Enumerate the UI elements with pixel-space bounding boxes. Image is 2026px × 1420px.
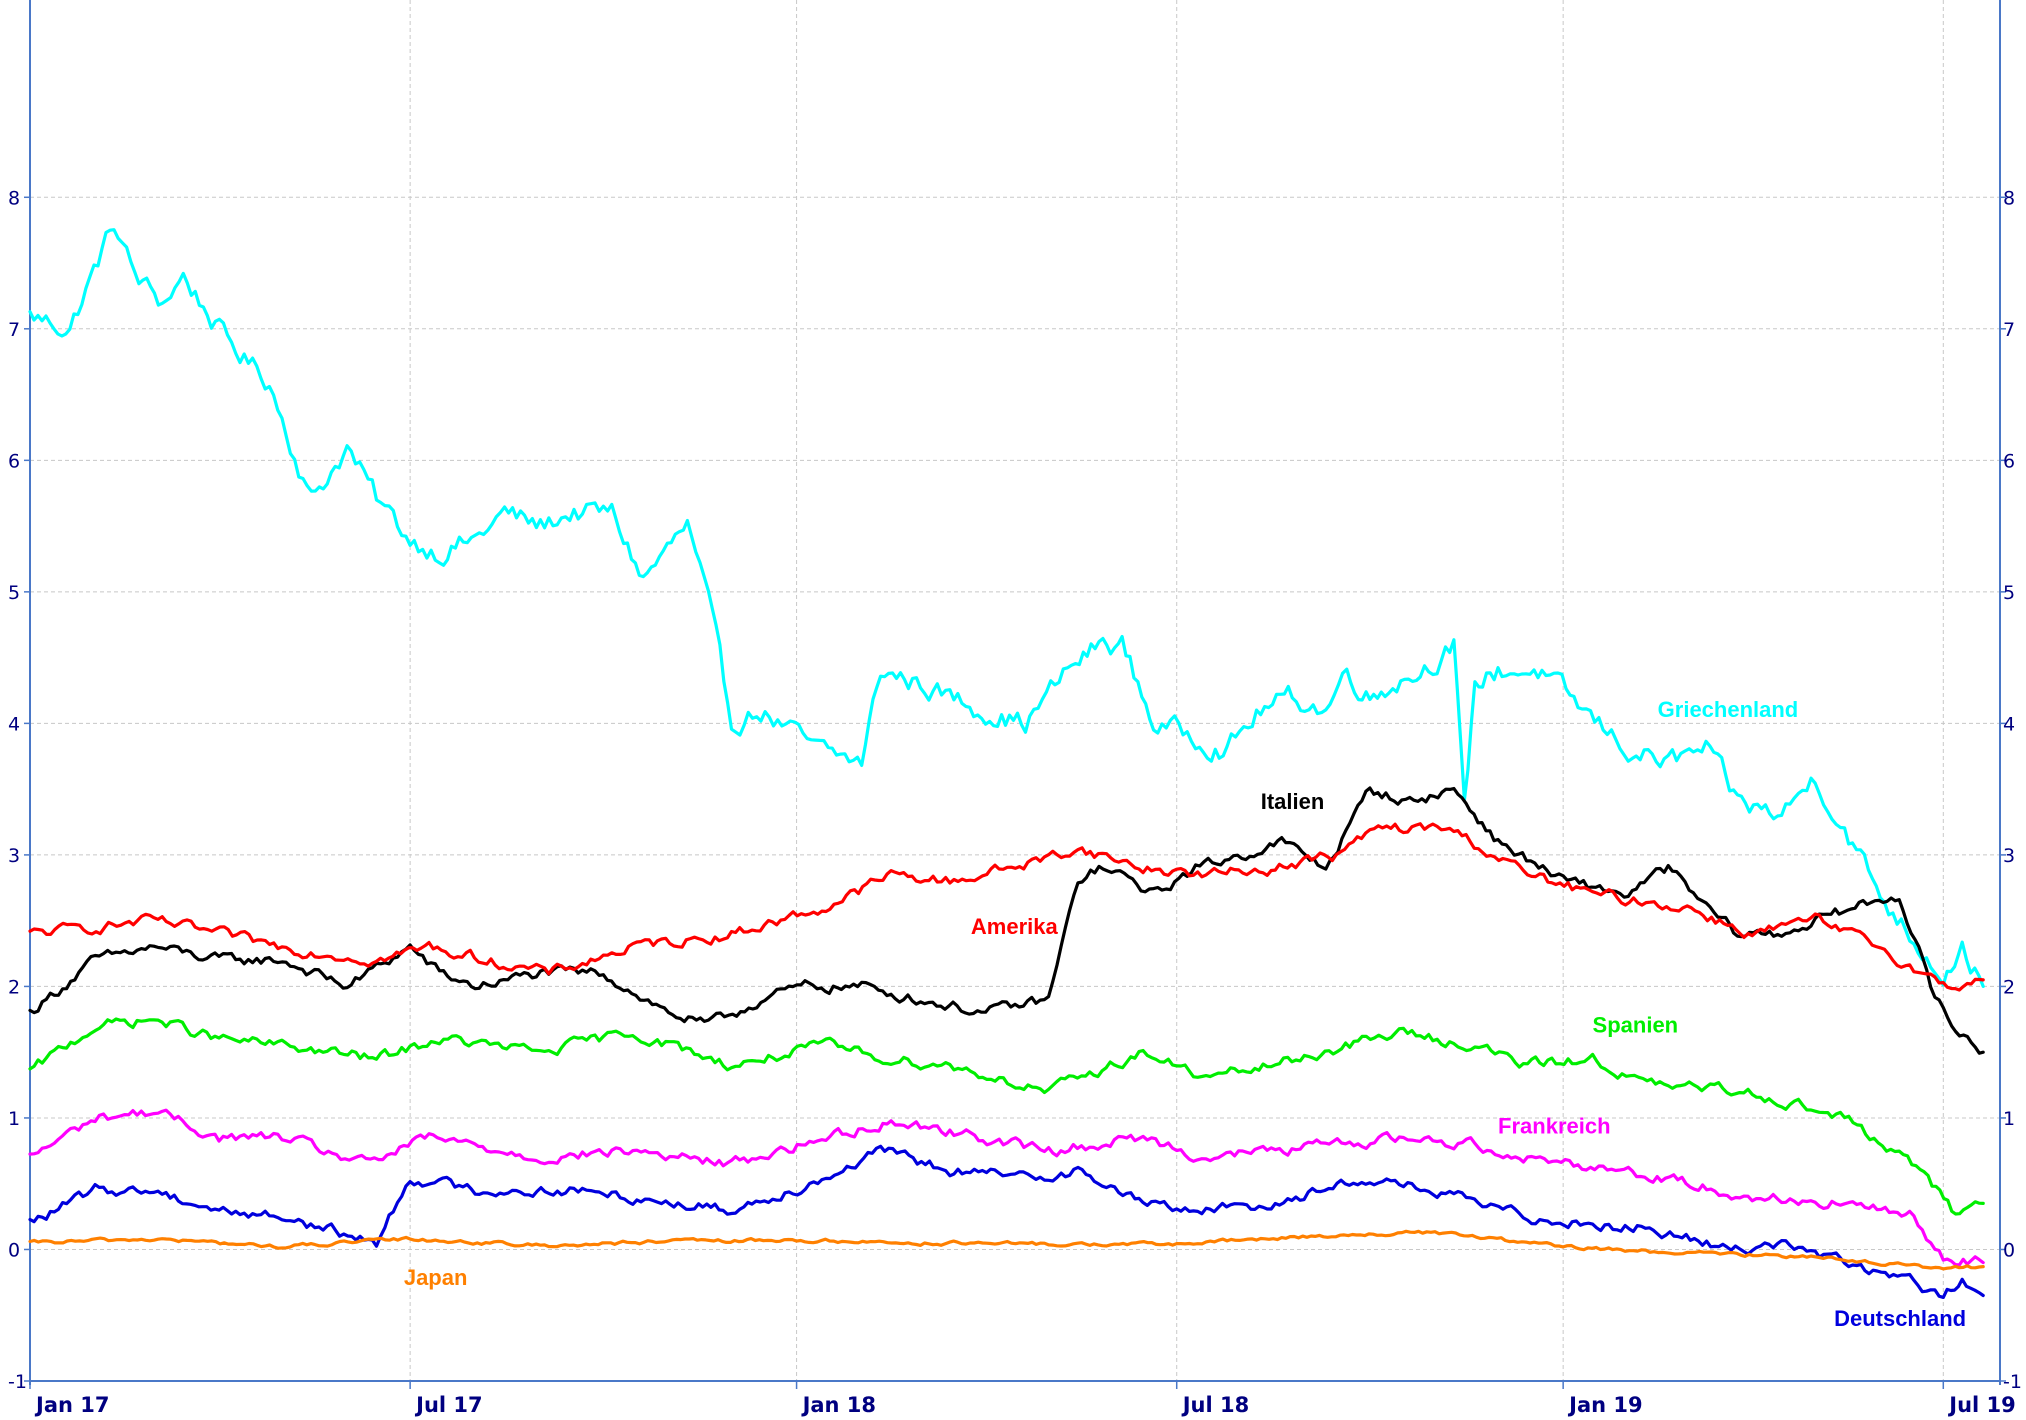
y-tick-label-right: 3 (2003, 845, 2015, 867)
series-line-italien (28, 786, 1985, 1055)
series-line-japan (28, 1229, 1985, 1271)
series-label-deutschland: Deutschland (1834, 1306, 1966, 1331)
series-label-spanien: Spanien (1593, 1012, 1679, 1037)
x-tick-label: Jul 17 (414, 1393, 483, 1417)
y-tick-label-left: 4 (8, 713, 20, 735)
x-tick-label: Jan 18 (801, 1393, 876, 1417)
y-tick-label-left: -1 (8, 1371, 27, 1393)
x-tick-label: Jan 19 (1567, 1393, 1642, 1417)
y-tick-label-left: 1 (8, 1108, 20, 1130)
y-tick-label-left: 2 (8, 976, 20, 998)
x-tick-label: Jul 18 (1181, 1393, 1250, 1417)
y-tick-label-right: 5 (2003, 582, 2015, 604)
x-tick-label: Jul 19 (1947, 1393, 2016, 1417)
tick-labels: -1 -1 0 0 1 1 2 2 3 3 4 4 5 5 6 6 7 7 8 8 Jan 17 Jul 17 Jan 18… (8, 187, 2022, 1417)
y-tick-label-right: 8 (2003, 187, 2015, 209)
series-line-frankreich (28, 1108, 1985, 1267)
series-line-spanien (28, 1017, 1985, 1216)
series-labels: Griechenland Italien Amerika Spanien Frankre… (404, 697, 1966, 1331)
y-tick-label-left: 5 (8, 582, 20, 604)
x-tick-label: Jan 17 (34, 1393, 109, 1417)
y-tick-label-left: 7 (8, 319, 20, 341)
y-tick-label-right: 2 (2003, 976, 2015, 998)
series-label-italien: Italien (1261, 789, 1325, 814)
series-label-griechenland: Griechenland (1658, 697, 1799, 722)
y-tick-label-right: 4 (2003, 713, 2015, 735)
y-tick-label-right: 7 (2003, 319, 2015, 341)
series-label-japan: Japan (404, 1265, 468, 1290)
y-tick-label-right: -1 (2003, 1371, 2022, 1393)
series-line-griechenland (28, 228, 1985, 989)
y-tick-label-right: 1 (2003, 1108, 2015, 1130)
axis-frame (29, 0, 2001, 1385)
y-tick-label-left: 6 (8, 450, 20, 472)
y-tick-label-right: 0 (2003, 1239, 2015, 1261)
y-tick-label-left: 8 (8, 187, 20, 209)
series-label-frankreich: Frankreich (1498, 1114, 1611, 1139)
y-tick-label-right: 6 (2003, 450, 2015, 472)
series-line-deutschland (28, 1144, 1985, 1300)
series-line-amerika (28, 822, 1985, 992)
y-tick-label-left: 3 (8, 845, 20, 867)
series-layer (28, 228, 1985, 1300)
series-label-amerika: Amerika (971, 914, 1059, 939)
y-tick-label-left: 0 (8, 1239, 20, 1261)
